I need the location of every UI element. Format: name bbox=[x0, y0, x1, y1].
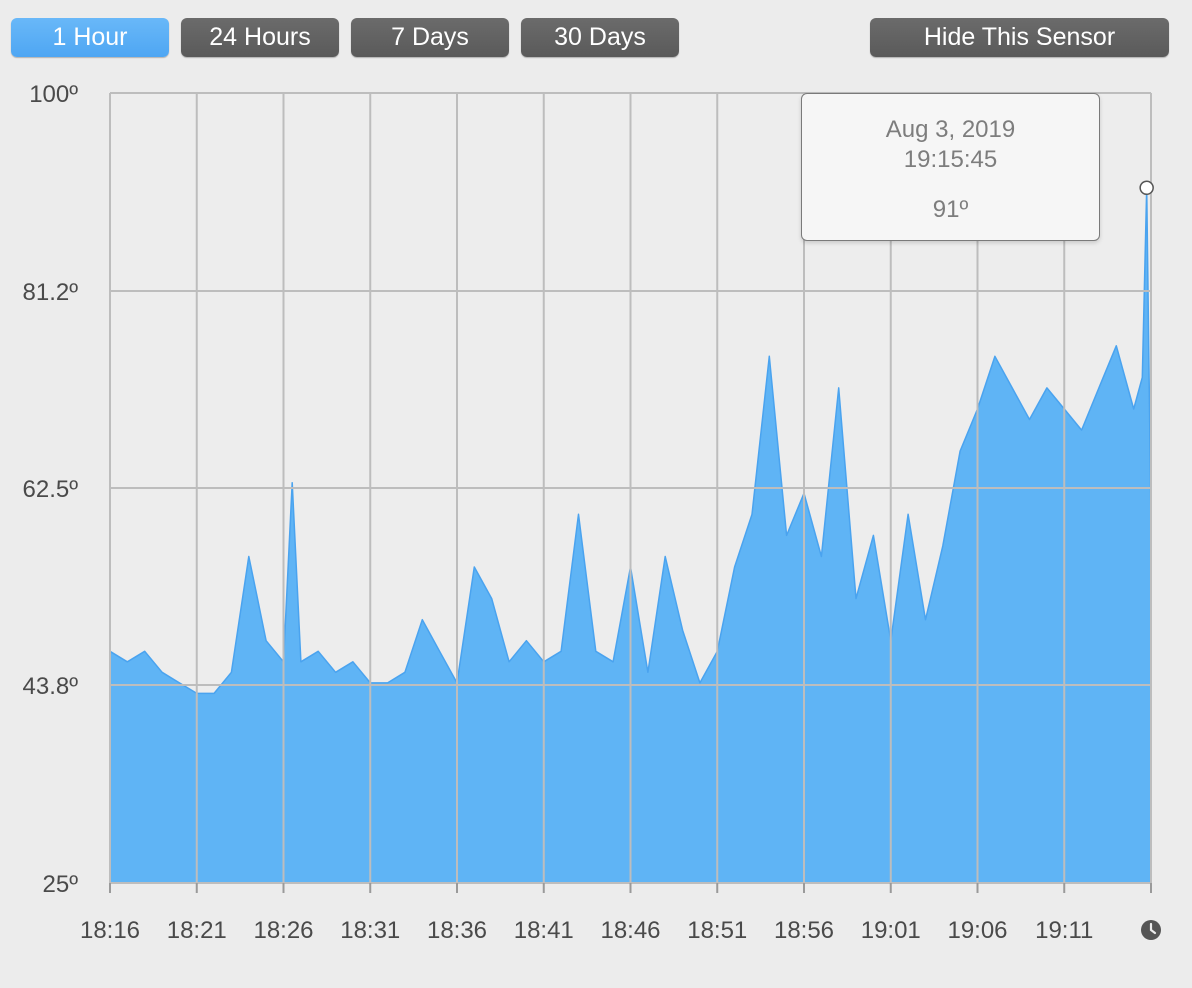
x-tick-label: 19:11 bbox=[1035, 917, 1093, 944]
x-tick-label: 18:21 bbox=[167, 917, 227, 944]
y-tick-label: 100º bbox=[29, 81, 78, 108]
x-tick-label: 18:56 bbox=[774, 917, 834, 944]
x-tick-label: 18:26 bbox=[253, 917, 313, 944]
x-tick-label: 18:31 bbox=[340, 917, 400, 944]
tooltip-value: 91º bbox=[932, 196, 969, 223]
tooltip-time: 19:15:45 bbox=[903, 146, 998, 173]
range-button-1-hour[interactable]: 1 Hour bbox=[11, 18, 169, 57]
clock-icon[interactable] bbox=[1139, 918, 1163, 942]
x-tick-label: 19:06 bbox=[947, 917, 1007, 944]
hide-sensor-button[interactable]: Hide This Sensor bbox=[870, 18, 1169, 57]
range-button-30-days[interactable]: 30 Days bbox=[521, 18, 679, 57]
range-button-24-hours[interactable]: 24 Hours bbox=[181, 18, 339, 57]
tooltip-date: Aug 3, 2019 bbox=[885, 116, 1016, 143]
range-button-7-days[interactable]: 7 Days bbox=[351, 18, 509, 57]
x-tick-label: 19:01 bbox=[861, 917, 921, 944]
y-tick-label: 25º bbox=[43, 871, 79, 898]
x-tick-label: 18:16 bbox=[80, 917, 140, 944]
value-tooltip: Aug 3, 2019 19:15:45 91º bbox=[801, 93, 1100, 241]
x-tick-label: 18:41 bbox=[514, 917, 574, 944]
x-tick-label: 18:51 bbox=[687, 917, 747, 944]
highlight-point bbox=[1139, 180, 1154, 196]
x-tick-label: 18:36 bbox=[427, 917, 487, 944]
y-tick-label: 62.5º bbox=[23, 476, 79, 503]
y-tick-label: 81.2º bbox=[23, 279, 79, 306]
y-tick-label: 43.8º bbox=[23, 673, 79, 700]
x-tick-label: 18:46 bbox=[600, 917, 660, 944]
